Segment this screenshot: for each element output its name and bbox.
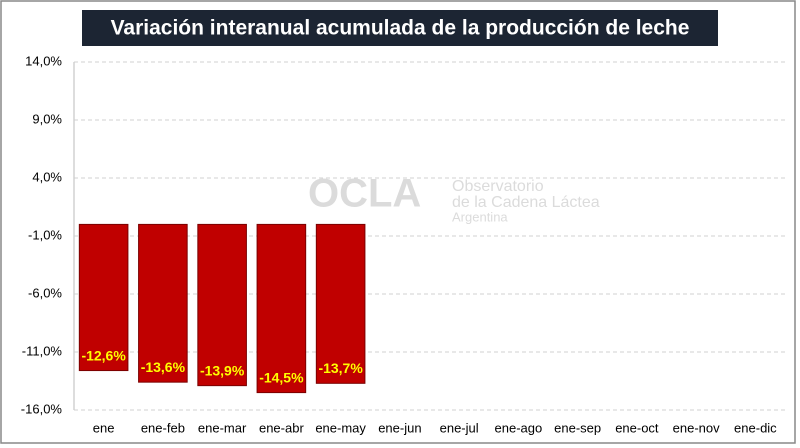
watermark-text: Observatorio [452,178,544,195]
x-tick-label: ene-jul [440,420,479,435]
bar [197,223,247,387]
x-tick-label: ene-mar [198,420,247,435]
watermark-text: Argentina [452,209,508,224]
value-label: -13,9% [200,362,245,378]
bar [78,223,129,372]
y-tick-label: 14,0% [25,53,62,68]
title-box [82,10,718,46]
x-tick-label: ene-nov [673,420,720,435]
watermark: OCLA Observatorio de la Cadena Láctea Ar… [308,172,600,225]
y-tick-label: 4,0% [32,169,62,184]
value-label: -14,5% [259,369,304,385]
x-tick-label: ene [93,420,115,435]
x-tick-label: ene-feb [141,420,185,435]
x-tick-label: ene-may [315,420,366,435]
chart-title: Variación interanual acumulada de la pro… [111,17,690,40]
value-label: -12,6% [81,347,126,363]
value-label: -13,7% [318,360,363,376]
y-tick-label: 9,0% [32,111,62,126]
x-tick-label: ene-dic [734,420,777,435]
x-tick-label: ene-ago [495,420,543,435]
x-tick-label: ene-oct [615,420,659,435]
y-tick-label: -1,0% [28,227,62,242]
bar [256,223,307,394]
x-tick-label: ene-jun [378,420,421,435]
y-tick-label: -11,0% [22,343,63,358]
bar [138,223,188,383]
bar [315,223,366,384]
watermark-logo: OCLA [308,172,421,216]
watermark-text: de la Cadena Láctea [452,194,600,211]
y-tick-label: -16,0% [21,401,63,416]
value-label: -13,6% [141,359,186,375]
x-tick-label: ene-sep [554,420,601,435]
x-tick-label: ene-abr [259,420,304,435]
y-tick-label: -6,0% [28,285,62,300]
